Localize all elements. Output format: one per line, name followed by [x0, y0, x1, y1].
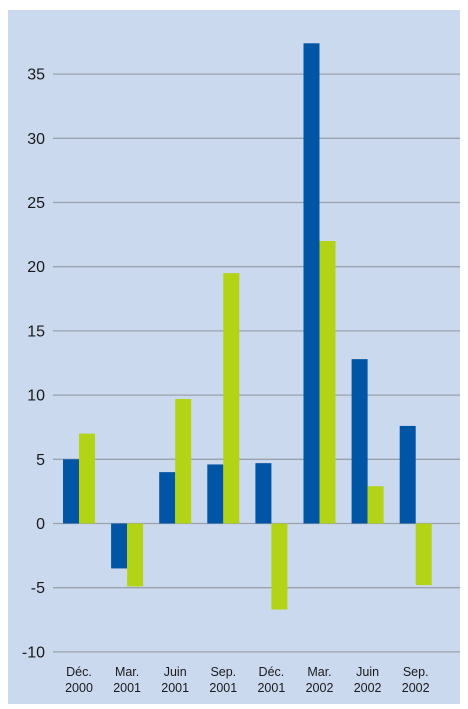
y-tick-label: 0: [36, 516, 45, 533]
x-category-year: 2001: [161, 681, 189, 695]
bar-series-2: [415, 523, 432, 586]
bar-series-2: [79, 433, 95, 524]
bar-series-1: [63, 459, 79, 524]
x-category-label: Juin: [356, 665, 379, 679]
bar-series-2: [367, 486, 384, 524]
x-category-year: 2001: [113, 681, 141, 695]
x-category-label: Sep.: [210, 665, 236, 679]
bar-series-1: [111, 523, 128, 569]
x-category-year: 2001: [257, 681, 285, 695]
y-tick-label: 30: [27, 131, 45, 148]
bar-series-1: [303, 43, 320, 524]
bar-series-1: [159, 472, 176, 524]
bar-series-2: [319, 241, 336, 524]
y-tick-label: 15: [27, 323, 45, 340]
x-category-label: Déc.: [66, 665, 92, 679]
y-tick-label: 35: [27, 67, 45, 84]
x-category-label: Déc.: [259, 665, 285, 679]
x-category-year: 2002: [306, 681, 334, 695]
x-axis-categories: Déc. 2000 Mar. 2001 Juin 2001 Sep. 2001 Déc. 2001…: [65, 665, 430, 695]
y-axis-ticks: -10 -5 0 5 10 15 20 25 30 35: [22, 67, 45, 662]
x-category-year: 2002: [354, 681, 382, 695]
y-tick-label: 20: [27, 259, 45, 276]
bar-series-1: [207, 464, 224, 524]
y-tick-label: 5: [36, 452, 45, 469]
bar-series-2: [127, 523, 144, 587]
y-tick-label: -10: [22, 644, 45, 661]
bar-series-1: [399, 425, 416, 524]
bar-series-2: [271, 523, 288, 610]
y-tick-label: 25: [27, 195, 45, 212]
x-category-year: 2001: [209, 681, 237, 695]
x-category-label: Mar.: [115, 665, 139, 679]
x-category-year: 2002: [402, 681, 430, 695]
bar-series-2: [223, 273, 240, 524]
bars: [63, 43, 432, 610]
y-tick-label: 10: [27, 388, 45, 405]
y-tick-label: -5: [31, 580, 45, 597]
bar-series-1: [255, 463, 272, 524]
x-category-year: 2000: [65, 681, 93, 695]
bar-series-2: [175, 398, 192, 524]
x-category-label: Mar.: [307, 665, 331, 679]
x-category-label: Sep.: [403, 665, 429, 679]
x-category-label: Juin: [164, 665, 187, 679]
bar-series-1: [351, 359, 368, 524]
